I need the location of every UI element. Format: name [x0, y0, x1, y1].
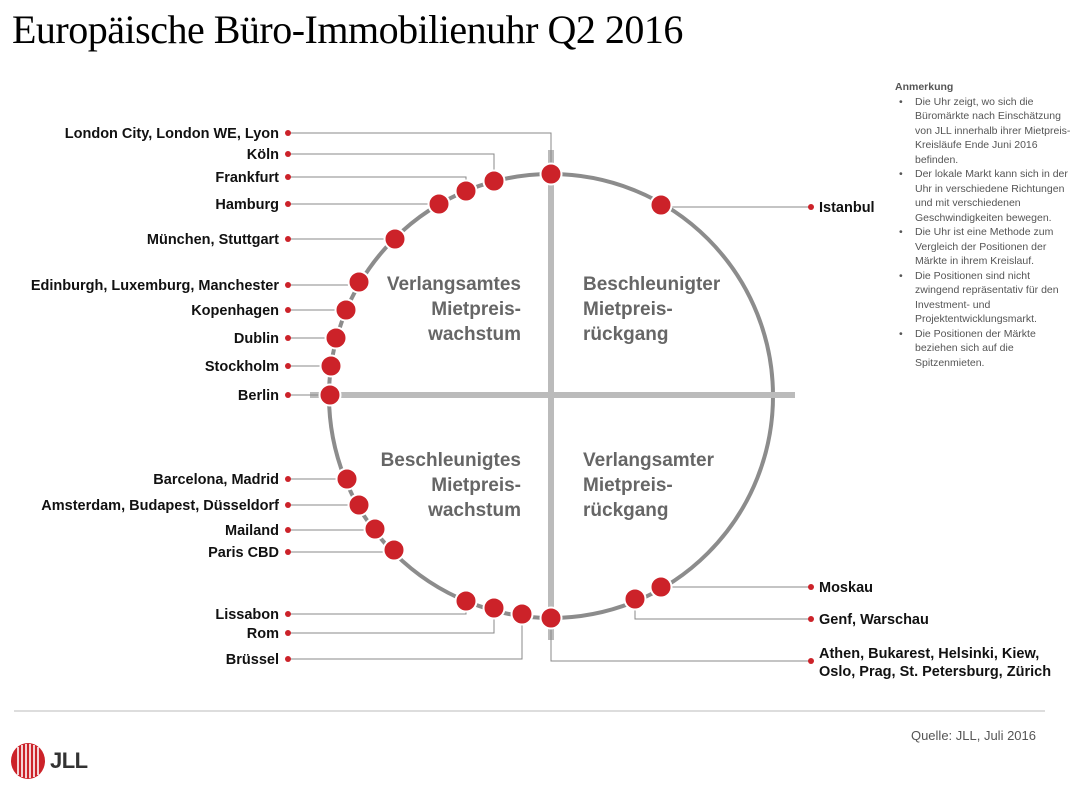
quadrant-bottom-left-line-2: Mietpreis-	[431, 475, 521, 496]
market-markers	[318, 162, 673, 630]
notes-item: Der lokale Markt kann sich in der Uhr in…	[895, 167, 1073, 225]
marker-athen-group	[539, 606, 563, 630]
marker-berlin	[318, 383, 342, 407]
market-label: Rom	[247, 626, 279, 642]
market-label: London City, London WE, Lyon	[65, 126, 279, 142]
market-label: Kopenhagen	[191, 303, 279, 319]
quadrant-top-left-line-1: Verlangsamtes	[387, 274, 521, 295]
marker-kopenhagen	[334, 298, 358, 322]
marker-mailand	[363, 517, 387, 541]
marker-koeln	[482, 169, 506, 193]
quadrant-top-left-line-2: Mietpreis-	[431, 299, 521, 320]
marker-rom	[482, 596, 506, 620]
market-label: Paris CBD	[208, 545, 279, 561]
leader-end-dots	[285, 130, 814, 664]
market-label: Oslo, Prag, St. Petersburg, Zürich	[819, 664, 1051, 680]
clock-axes	[310, 150, 795, 640]
market-label: Köln	[247, 147, 279, 163]
marker-istanbul	[649, 193, 673, 217]
jll-logo-icon	[11, 743, 45, 779]
marker-stockholm	[319, 354, 343, 378]
marker-hamburg	[427, 192, 451, 216]
marker-paris-cbd	[382, 538, 406, 562]
jll-logo-text: JLL	[50, 748, 88, 773]
market-label: Istanbul	[819, 200, 875, 216]
market-label: Athen, Bukarest, Helsinki, Kiew,	[819, 646, 1039, 662]
quadrant-bottom-left-line-1: Beschleunigtes	[381, 450, 521, 471]
notes-panel: Anmerkung Die Uhr zeigt, wo sich die Bür…	[895, 80, 1073, 370]
quadrant-bottom-right-line-1: Verlangsamter	[583, 450, 715, 471]
quadrant-bottom-left-line-3: wachstum	[427, 500, 521, 521]
notes-item: Die Uhr ist eine Methode zum Vergleich d…	[895, 225, 1073, 269]
market-label: Barcelona, Madrid	[153, 472, 279, 488]
market-label: Stockholm	[205, 359, 279, 375]
marker-amsterdam-group	[347, 493, 371, 517]
market-label: Dublin	[234, 331, 279, 347]
marker-frankfurt	[454, 179, 478, 203]
market-label: Hamburg	[215, 197, 279, 213]
market-label: Frankfurt	[215, 170, 279, 186]
market-label: Berlin	[238, 388, 279, 404]
marker-bruessel	[510, 602, 534, 626]
quadrant-top-right-line-1: Beschleunigter	[583, 274, 721, 295]
notes-list: Die Uhr zeigt, wo sich die Büromärkte na…	[895, 95, 1073, 371]
market-label: Brüssel	[226, 652, 279, 668]
marker-muenchen-stuttgart	[383, 227, 407, 251]
market-label: Genf, Warschau	[819, 612, 929, 628]
market-label: Amsterdam, Budapest, Düsseldorf	[41, 498, 279, 514]
quadrant-top-right-line-2: Mietpreis-	[583, 299, 673, 320]
marker-edinburgh-group	[347, 270, 371, 294]
notes-item: Die Uhr zeigt, wo sich die Büromärkte na…	[895, 95, 1073, 168]
quadrant-top-right-line-3: rückgang	[583, 324, 669, 345]
marker-dublin	[324, 326, 348, 350]
quadrant-top-left-line-3: wachstum	[427, 324, 521, 345]
marker-barcelona-madrid	[335, 467, 359, 491]
market-label: Moskau	[819, 580, 873, 596]
jll-logo: JLL	[10, 742, 88, 780]
notes-item: Die Positionen der Märkte beziehen sich …	[895, 327, 1073, 371]
notes-item: Die Positionen sind nicht zwingend reprä…	[895, 269, 1073, 327]
marker-lissabon	[454, 589, 478, 613]
marker-london-koeln-group	[539, 162, 563, 186]
marker-moskau	[649, 575, 673, 599]
page-title: Europäische Büro-Immobilienuhr Q2 2016	[12, 7, 683, 52]
quadrant-bottom-right-line-2: Mietpreis-	[583, 475, 673, 496]
market-label: München, Stuttgart	[147, 232, 279, 248]
market-label: Edinburgh, Luxemburg, Manchester	[31, 278, 279, 294]
source-note: Quelle: JLL, Juli 2016	[910, 728, 1036, 743]
marker-genf-warschau	[623, 587, 647, 611]
quadrant-bottom-right-line-3: rückgang	[583, 500, 669, 521]
market-label: Mailand	[225, 523, 279, 539]
notes-heading: Anmerkung	[895, 81, 954, 93]
market-label: Lissabon	[215, 607, 279, 623]
